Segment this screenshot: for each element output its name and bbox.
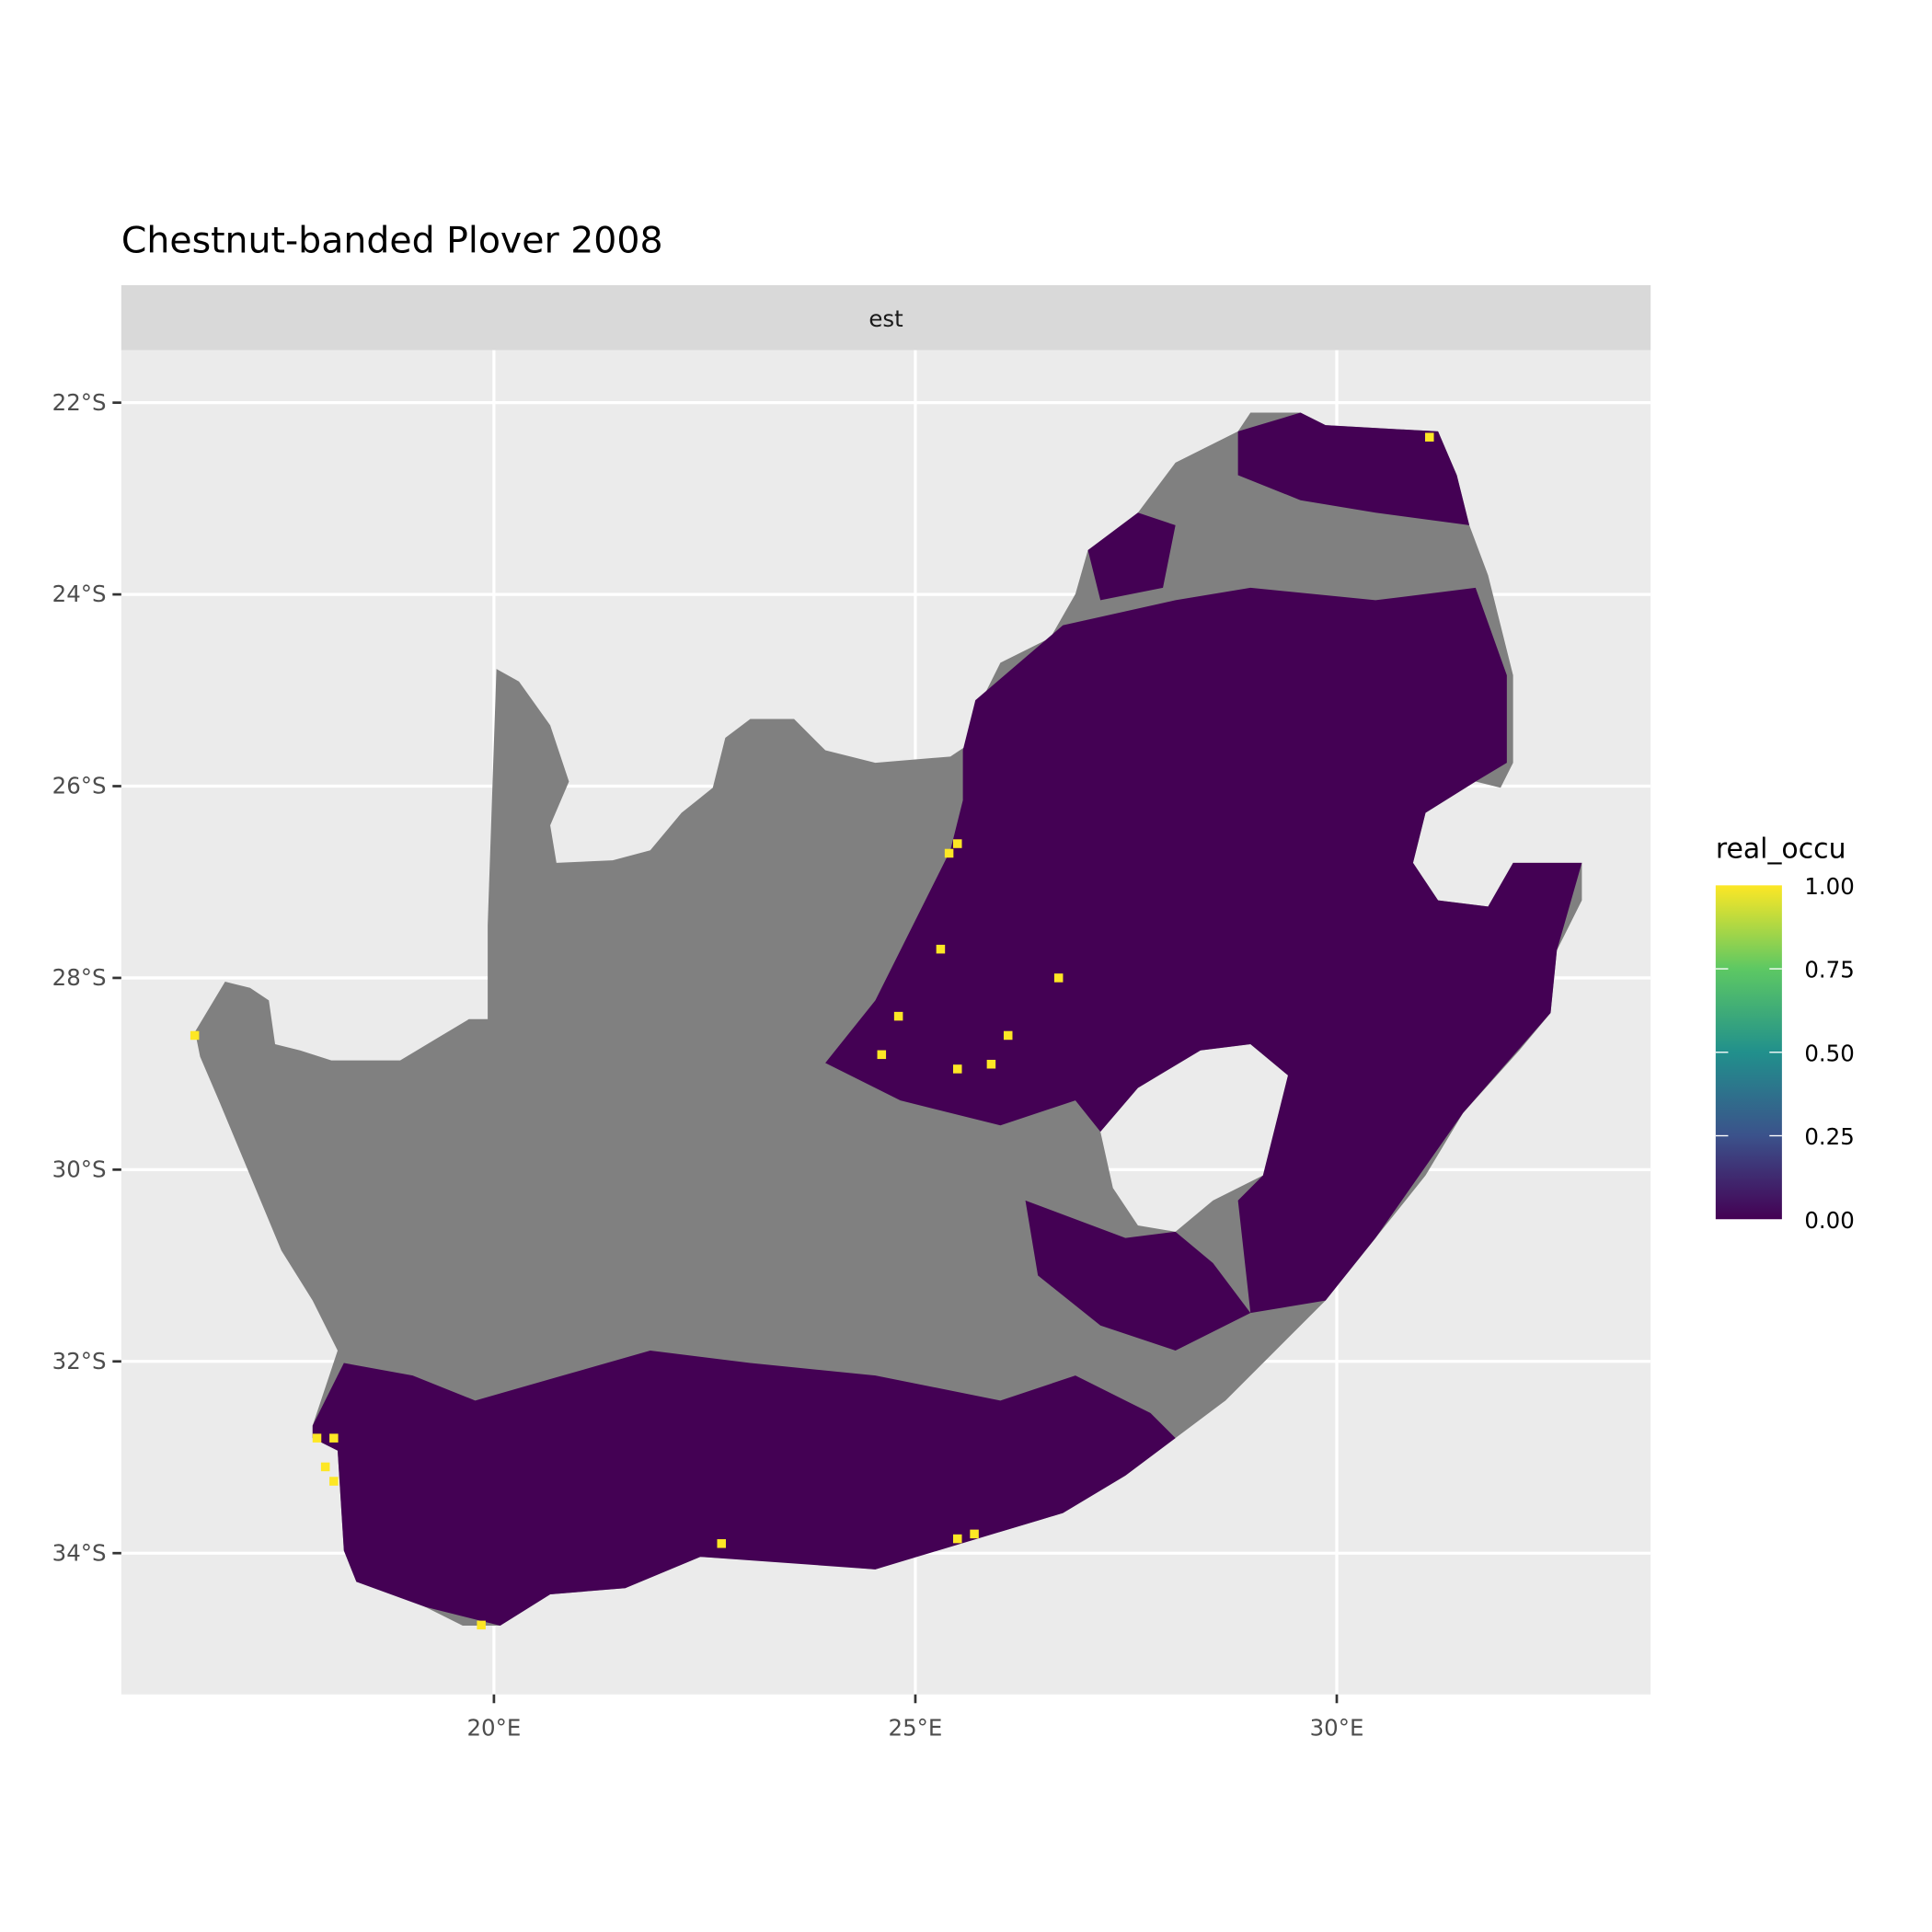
- legend-break-label: 0.25: [1804, 1123, 1854, 1150]
- region-south-of-lesotho: [1025, 1200, 1251, 1351]
- occupancy-cell: [953, 1534, 962, 1544]
- y-axis: 22°S 24°S 26°S 28°S 30°S 32°S 34°S: [52, 389, 121, 1566]
- x-axis: 20°E 25°E 30°E: [466, 1694, 1364, 1742]
- occupancy-cell: [1003, 1030, 1013, 1041]
- occupancy-cell: [717, 1539, 727, 1548]
- occupancy-cell: [970, 1529, 979, 1539]
- occupancy-cell: [944, 848, 954, 858]
- occupancy-cell: [893, 1011, 903, 1021]
- y-tick-label: 26°S: [52, 773, 107, 799]
- occupancy-cell: [320, 1462, 330, 1472]
- occupancy-cell: [936, 944, 946, 954]
- y-tick-label: 28°S: [52, 964, 107, 991]
- occupancy-cell: [877, 1050, 887, 1060]
- legend-break-label: 0.50: [1804, 1040, 1854, 1066]
- region-north-patches: [1087, 412, 1470, 601]
- y-tick-label: 22°S: [52, 389, 107, 416]
- legend-break-label: 0.75: [1804, 957, 1854, 983]
- facet-label: est: [868, 305, 903, 332]
- high-occupancy-cells: [190, 432, 1434, 1630]
- occupancy-cell: [986, 1059, 996, 1069]
- legend-break-label: 1.00: [1804, 873, 1854, 900]
- x-tick-label: 30°E: [1310, 1715, 1364, 1742]
- occupancy-cell: [329, 1477, 339, 1486]
- facet-strip: [121, 284, 1651, 351]
- occupancy-cell: [1053, 973, 1064, 983]
- y-tick-label: 24°S: [52, 581, 107, 607]
- occupancy-cell: [1425, 432, 1434, 442]
- occupancy-cell: [312, 1433, 322, 1443]
- chart-title: Chestnut-banded Plover 2008: [121, 220, 663, 262]
- x-tick-label: 25°E: [889, 1715, 943, 1742]
- zero-occupancy-regions: [312, 412, 1582, 1626]
- occupancy-cell: [953, 839, 962, 848]
- region-northeast: [825, 587, 1582, 1314]
- y-tick-label: 30°S: [52, 1156, 107, 1183]
- y-tick-label: 34°S: [52, 1539, 107, 1566]
- x-tick-label: 20°E: [466, 1715, 521, 1742]
- occupancy-cell: [329, 1433, 339, 1443]
- region-south-coast: [312, 1350, 1176, 1626]
- occupancy-cell: [477, 1620, 486, 1630]
- legend-title: real_occu: [1716, 833, 1846, 865]
- occupancy-cell: [953, 1064, 962, 1074]
- legend: real_occu 0.00 0.25 0.50 0.75 1.00: [1715, 833, 1855, 1234]
- occupancy-cell: [190, 1030, 200, 1041]
- legend-break-label: 0.00: [1804, 1207, 1854, 1234]
- y-tick-label: 32°S: [52, 1348, 107, 1374]
